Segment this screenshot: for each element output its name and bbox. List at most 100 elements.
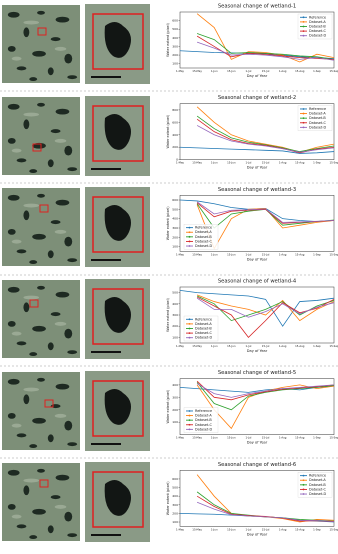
x-tick-label: 1-May [176, 344, 184, 348]
legend-marker [302, 112, 305, 115]
series-line [196, 125, 335, 153]
x-tick-label: 15-May [192, 344, 202, 348]
legend-marker [302, 493, 305, 495]
chart-title: Seasonal change of wetland-3 [218, 187, 296, 193]
x-tick-label: 1-Jul [246, 69, 252, 73]
chart-title: Seasonal change of wetland-6 [218, 462, 296, 468]
x-tick-label: 1-Aug [279, 161, 287, 165]
legend-label: Dataset-B [309, 25, 326, 29]
chart: Seasonal change of wetland-4 100 200 300 400… [166, 279, 338, 354]
legend-label: Dataset-A [195, 230, 212, 234]
legend-label: Dataset-C [309, 487, 327, 491]
legend-marker [188, 235, 191, 238]
legend-label: Dataset-D [309, 125, 327, 129]
legend-label: Dataset-C [195, 423, 213, 427]
x-axis-label: Day of Year [247, 257, 268, 261]
legend-label: Dataset-A [195, 414, 212, 418]
x-tick-label: 1-Sep [313, 252, 321, 256]
image-panels [0, 4, 338, 542]
x-tick-label: 15-May [192, 527, 202, 531]
legend-marker [302, 483, 305, 486]
x-tick-label: 15-Sep [329, 69, 338, 73]
legend-marker [188, 428, 191, 431]
legend-marker [188, 323, 191, 325]
plot-frame [179, 195, 335, 252]
x-tick-label: 15-Aug [295, 161, 305, 165]
y-tick-label: 100 [172, 245, 178, 249]
legend-label: Dataset-D [195, 244, 213, 248]
x-tick-label: 15-Jul [262, 527, 270, 531]
legend-marker [302, 34, 305, 37]
series-line [196, 204, 335, 250]
y-tick-label: 500 [172, 486, 178, 490]
legend-label: Reference [195, 226, 212, 230]
legend-marker [188, 318, 191, 321]
x-tick-label: 1-May [176, 436, 184, 440]
chart-title: Seasonal change of wetland-4 [218, 279, 297, 285]
y-tick-label: 200 [172, 511, 178, 515]
legend-marker [302, 488, 305, 491]
x-tick-label: 15-Aug [295, 436, 305, 440]
x-tick-label: 1-Sep [313, 344, 321, 348]
legend-marker [188, 414, 191, 417]
legend-marker [302, 121, 305, 124]
series-line [179, 146, 335, 154]
y-tick-label: 200 [172, 235, 178, 239]
y-tick-label: 400 [172, 302, 178, 306]
x-tick-label: 15-Jul [262, 344, 270, 348]
legend-label: Reference [309, 474, 326, 478]
y-tick-label: 100 [172, 335, 178, 339]
series-line [196, 382, 335, 411]
x-tick-label: 1-Aug [279, 252, 287, 256]
x-tick-label: 15-Jul [262, 69, 270, 73]
y-axis-label: Water extent (pixel) [166, 481, 170, 515]
chart: Seasonal change of wetland-3 100 200 300 400… [166, 187, 338, 262]
x-tick-label: 1-Sep [313, 161, 321, 165]
x-tick-label: 15-Jun [227, 436, 236, 440]
x-tick-label: 1-Aug [279, 344, 287, 348]
y-tick-label: 500 [172, 291, 178, 295]
x-tick-label: 15-Jun [227, 69, 236, 73]
legend-label: Reference [195, 409, 212, 413]
series-line [196, 380, 335, 401]
x-tick-label: 15-May [192, 161, 202, 165]
legend-marker [302, 479, 305, 482]
legend-marker [302, 117, 305, 120]
legend-label: Dataset-D [309, 492, 327, 496]
legend-marker [188, 419, 191, 422]
legend-marker [188, 336, 191, 339]
x-tick-label: 1-Jun [211, 69, 218, 73]
x-tick-label: 15-Aug [295, 69, 305, 73]
series-line [179, 199, 335, 222]
y-tick-label: 300 [172, 44, 178, 48]
x-axis-label: Day of Year [247, 349, 268, 353]
legend-marker [188, 231, 191, 234]
y-tick-label: 300 [172, 395, 178, 399]
y-tick-label: 200 [172, 408, 178, 412]
x-tick-label: 1-May [176, 527, 184, 531]
x-tick-label: 15-Jun [227, 161, 236, 165]
legend-marker [302, 30, 305, 32]
x-tick-label: 15-Aug [295, 344, 305, 348]
legend-marker [302, 108, 305, 110]
x-tick-label: 15-Jun [227, 527, 236, 531]
y-tick-label: 200 [172, 145, 178, 149]
y-tick-label: 600 [172, 120, 178, 124]
y-tick-label: 600 [172, 198, 178, 202]
legend-label: Dataset-A [309, 20, 326, 24]
legend-marker [188, 240, 191, 243]
y-tick-label: 400 [172, 36, 178, 40]
x-tick-label: 1-Jul [246, 161, 252, 165]
legend-label: Dataset-A [309, 112, 326, 116]
x-tick-label: 1-Jul [246, 344, 252, 348]
legend-label: Dataset-C [309, 29, 327, 33]
legend-label: Dataset-D [309, 34, 327, 38]
x-axis-label: Day of Year [247, 74, 268, 78]
x-tick-label: 15-Jun [227, 252, 236, 256]
plot-frame [179, 378, 335, 435]
series-line [196, 106, 335, 153]
legend-label: Dataset-A [195, 322, 212, 326]
chart-title: Seasonal change of wetland-5 [218, 370, 296, 376]
legend-label: Dataset-B [195, 235, 212, 239]
